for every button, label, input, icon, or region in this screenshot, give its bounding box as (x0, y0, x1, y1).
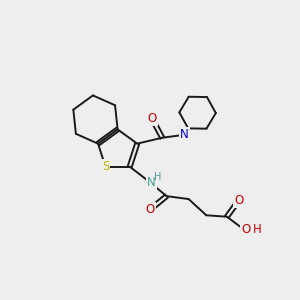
Text: O: O (242, 224, 251, 236)
Text: H: H (154, 172, 161, 182)
Text: N: N (147, 176, 156, 189)
Text: O: O (234, 194, 243, 207)
Text: N: N (180, 128, 189, 141)
Text: S: S (102, 160, 109, 173)
Text: H: H (253, 224, 261, 236)
Text: O: O (146, 203, 155, 216)
Text: O: O (147, 112, 157, 125)
